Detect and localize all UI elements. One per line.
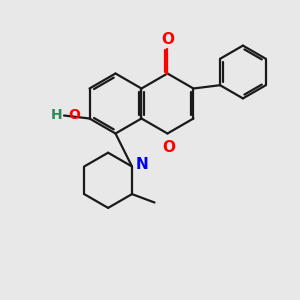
Text: N: N [136,157,148,172]
Text: H: H [51,108,62,122]
Text: O: O [68,108,80,122]
Text: O: O [163,140,176,155]
Text: O: O [161,32,174,47]
